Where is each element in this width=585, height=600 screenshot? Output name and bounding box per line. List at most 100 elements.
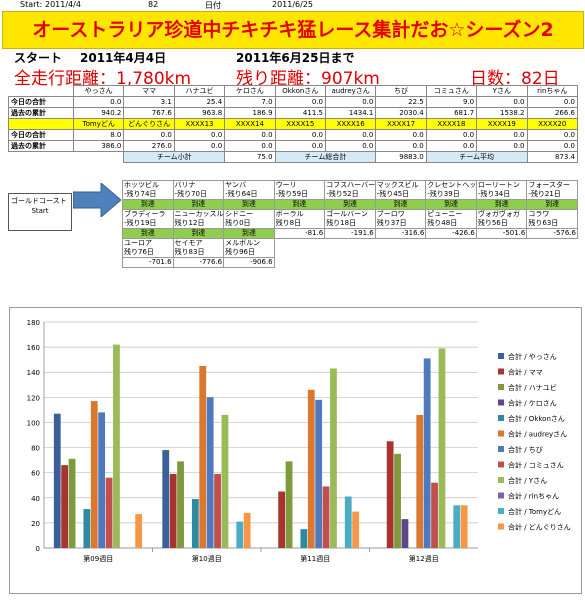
bar <box>113 344 120 548</box>
legend-swatch <box>498 430 504 437</box>
route-row: -残り19日 残り12日 残り0日 残り8日 残り18日 残り37日 残り48日 残り56日残… <box>122 219 578 229</box>
stop-arrived-badge: 到達 <box>475 199 528 210</box>
stop-distance-left: -316.6 <box>374 228 427 239</box>
route-row: ユーロア セイモア メルボルン <box>122 238 578 248</box>
banner-title: オーストラリア珍道中チキチキ猛レース集計だお☆シーズン2 <box>32 19 554 41</box>
distance-cell: 0.0 <box>375 129 427 141</box>
stop-distance-left: -701.6 <box>122 257 174 268</box>
stop-name: ヴォガヴォガ <box>475 209 528 219</box>
y-tick-label: 100 <box>27 419 40 427</box>
empty-cell <box>73 151 124 163</box>
start-label: Start: <box>20 0 43 9</box>
distance-cell: 0.0 <box>476 96 528 108</box>
stop-arrived-badge: 到達 <box>172 199 225 210</box>
distance-cell: 0.0 <box>173 129 226 141</box>
distance-cell: 0.0 <box>72 96 125 108</box>
right-arrow-icon <box>73 183 121 217</box>
y-tick-label: 0 <box>36 545 40 553</box>
chart-frame: 0 20 40 60 80 100 120 140 160 180 第09週目 第10週目 第11週目 第… <box>9 307 582 594</box>
stop-name: ピューニー <box>425 209 477 219</box>
stop-name: ボーラル <box>273 209 326 219</box>
legend-label: 合計 / コミュさん <box>508 461 564 470</box>
table-row: 過去の累計 940.2 767.6 963.8 186.9 411.5 1434.1 2030… <box>8 107 579 119</box>
bar <box>344 496 352 548</box>
stop-remaining-days: 残り76日 <box>122 248 174 258</box>
bar <box>191 499 199 548</box>
distance-cell: 963.8 <box>173 107 226 119</box>
participant-name: ちび <box>375 85 427 97</box>
participant-name: XXXX16 <box>324 118 377 130</box>
participant-name: audreyさん <box>324 85 377 97</box>
team-average-value: 873.4 <box>526 151 579 163</box>
legend-label: 合計 / Yさん <box>508 476 547 485</box>
participant-name: rinちゃん <box>526 85 579 97</box>
bar <box>352 511 360 548</box>
legend-label: 合計 / やっさん <box>508 352 557 361</box>
stop-remaining-days: -残り52日 <box>324 190 376 200</box>
distance-cell: 0.0 <box>526 96 579 108</box>
stop-remaining-days: 残り48日 <box>425 219 477 229</box>
stop-distance-left: -776.6 <box>172 257 225 268</box>
distance-cell: 0.0 <box>274 140 326 152</box>
distance-cell: 0.0 <box>375 140 427 152</box>
row-label: 過去の累計 <box>8 107 74 119</box>
bar <box>135 514 143 548</box>
stop-distance-left: -576.6 <box>526 228 578 239</box>
legend-swatch <box>498 446 504 452</box>
distance-cell: 0.0 <box>224 140 276 152</box>
bar <box>90 401 98 548</box>
y-tick-label: 20 <box>31 520 40 528</box>
bar <box>330 368 337 548</box>
team-total-value: 9883.0 <box>375 151 427 163</box>
stop-arrived-badge: 到達 <box>324 199 376 210</box>
distance-cell: 0.0 <box>274 96 326 108</box>
stop-name: フォースター <box>526 180 578 190</box>
distance-cell: 0.0 <box>324 140 377 152</box>
bar <box>431 482 438 548</box>
stop-remaining-days: -残り39日 <box>425 190 477 200</box>
stop-name: コラワ <box>526 209 578 219</box>
distance-cell: 0.0 <box>324 96 377 108</box>
distance-cell: 0.0 <box>123 129 175 141</box>
bar <box>438 348 446 548</box>
participant-header-row: Tomyどん どんぐりさん XXXX13 XXXX14 XXXX15 XXXX16 XXXX… <box>8 118 579 130</box>
participants-table: やっさん ママ ハナユビ ケロさん Okkonさん audreyさん ちび コミュさん Yさん r… <box>8 85 579 163</box>
distance-cell: 25.4 <box>173 96 226 108</box>
day-count: 82 <box>148 0 159 9</box>
legend-swatch <box>498 384 504 390</box>
start-date-jp: 2011年4月4日 <box>80 51 167 65</box>
distance-cell: 0.0 <box>476 129 528 141</box>
participant-name: どんぐりさん <box>123 118 175 130</box>
stop-remaining-days: 残り83日 <box>172 248 225 258</box>
stop-name: クレセントヘッド <box>425 180 477 190</box>
stop-arrived-badge: 到達 <box>223 228 275 239</box>
bar <box>315 399 323 548</box>
route-row: 到達 到達 到達 到達 到達 到達 到達 到達 到達 <box>122 199 578 210</box>
distance-cell: 0.0 <box>425 140 478 152</box>
participant-name: XXXX15 <box>274 118 326 130</box>
stop-name: バリナ <box>172 180 225 190</box>
participant-name: やっさん <box>72 85 125 97</box>
participant-name: XXXX19 <box>476 118 528 130</box>
legend-label: 合計 / ケロさん <box>508 399 557 408</box>
team-total-label: チーム総合計 <box>274 151 377 163</box>
distance-cell: 0.0 <box>476 140 528 152</box>
y-tick-label: 120 <box>27 394 40 402</box>
current-date: 2011/6/25 <box>272 0 314 9</box>
distance-cell: 7.0 <box>224 96 276 108</box>
distance-cell: 2030.4 <box>375 107 427 119</box>
legend-swatch <box>498 492 504 499</box>
stop-distance-left: -906.6 <box>223 257 275 268</box>
header-corner <box>9 86 74 97</box>
legend-label: 合計 / ママ <box>508 368 543 377</box>
stop-name: ユーロア <box>122 238 174 248</box>
stop-remaining-days: 残り0日 <box>223 219 275 229</box>
start-label-jp: スタート <box>14 51 63 65</box>
stop-name: ホッツビル <box>122 180 174 190</box>
legend-swatch <box>498 415 504 421</box>
legend-label: 合計 / audreyさん <box>508 430 567 439</box>
stop-remaining-days: -残り34日 <box>475 190 528 200</box>
bar <box>169 473 177 548</box>
x-tick-label: 第11週目 <box>300 554 330 563</box>
legend-swatch <box>498 477 504 483</box>
